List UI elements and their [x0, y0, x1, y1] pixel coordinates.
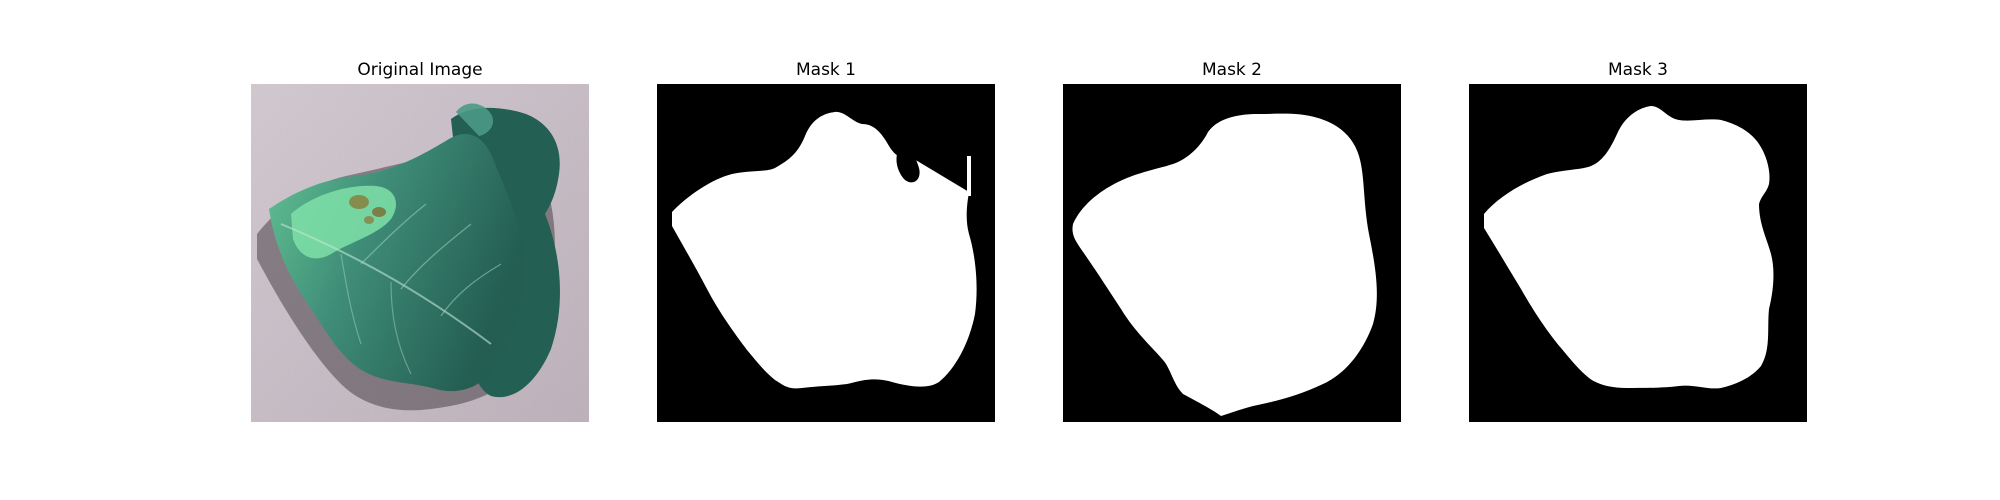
leaf-vein — [360, 203, 427, 265]
panel-original-image: Original Image — [251, 0, 589, 500]
panel-title: Mask 1 — [795, 60, 856, 80]
leaf-vein — [400, 223, 472, 290]
mask-foreground — [1484, 106, 1774, 389]
panel-title: Mask 2 — [1201, 60, 1262, 80]
mask-3-image — [1469, 84, 1807, 422]
panel-title: Original Image — [357, 60, 483, 80]
mask-edge-sliver — [967, 156, 971, 196]
leaf-tip — [456, 103, 494, 136]
panel-title: Mask 3 — [1607, 60, 1668, 80]
panel-mask-3: Mask 3 — [1469, 0, 1807, 500]
mask-notch — [896, 149, 920, 183]
leaf-vein — [440, 263, 502, 317]
mask-foreground — [672, 111, 977, 389]
mask-2-image — [1063, 84, 1401, 422]
panel-mask-1: Mask 1 — [657, 0, 995, 500]
panel-mask-2: Mask 2 — [1063, 0, 1401, 500]
leaf-vein — [340, 253, 362, 345]
leaf-spot — [349, 195, 369, 209]
leaf-midrib — [280, 223, 492, 345]
leaf-spot — [364, 216, 374, 224]
leaf-vein — [390, 281, 412, 375]
mask-1-image — [657, 84, 995, 422]
leaf-photo — [251, 84, 589, 422]
leaf-spot — [372, 207, 386, 217]
mask-foreground — [1072, 113, 1377, 417]
